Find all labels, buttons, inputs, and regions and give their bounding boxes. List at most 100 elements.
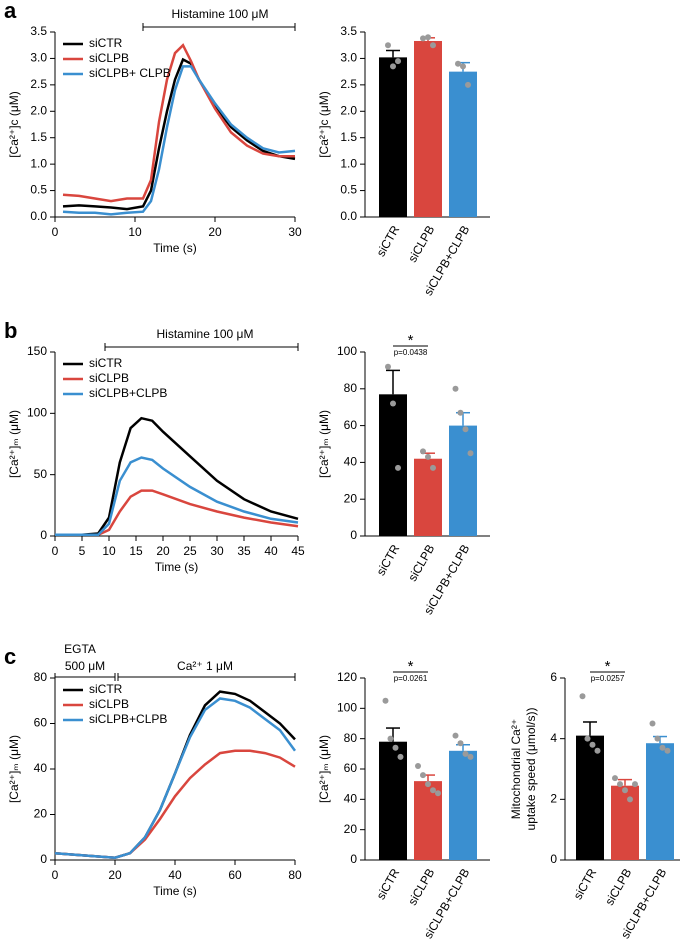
p-value: p=0.0261 bbox=[394, 674, 428, 683]
data-point bbox=[430, 464, 436, 471]
y-tick-label: 150 bbox=[27, 344, 47, 358]
x-tick-label: 45 bbox=[291, 544, 305, 558]
data-point bbox=[385, 363, 391, 370]
bar bbox=[379, 394, 407, 536]
data-point bbox=[579, 693, 586, 700]
data-point bbox=[435, 790, 441, 797]
bar bbox=[379, 57, 407, 217]
data-point bbox=[589, 741, 596, 748]
y-tick-label: 0.0 bbox=[30, 209, 47, 223]
bar bbox=[611, 785, 639, 860]
bar bbox=[449, 750, 477, 860]
x-tick-label: 20 bbox=[108, 868, 122, 882]
panel-label: c bbox=[4, 644, 16, 669]
line-series bbox=[54, 749, 296, 859]
y-tick-label: 1.0 bbox=[30, 156, 47, 170]
legend-label: siCLPB bbox=[89, 697, 129, 711]
data-point bbox=[395, 58, 401, 65]
y-axis-label: [Ca²⁺]c (μM) bbox=[317, 91, 331, 158]
data-point bbox=[462, 426, 469, 433]
x-tick-label: 35 bbox=[237, 544, 251, 558]
data-point bbox=[420, 772, 426, 779]
annotation: Ca²⁺ 1 μM bbox=[177, 659, 233, 673]
data-point bbox=[430, 787, 436, 794]
significance-star: * bbox=[408, 332, 414, 349]
data-point bbox=[584, 735, 591, 742]
y-tick-label: 1.5 bbox=[30, 130, 47, 144]
data-point bbox=[452, 385, 459, 392]
data-point bbox=[430, 42, 436, 49]
legend-label: siCLPB bbox=[89, 371, 129, 385]
data-point bbox=[415, 762, 421, 769]
x-tick-label: 30 bbox=[288, 225, 302, 239]
data-point bbox=[455, 60, 461, 67]
bar bbox=[414, 458, 442, 536]
y-tick-label: 0 bbox=[350, 852, 357, 866]
panel-label: b bbox=[4, 318, 17, 343]
y-tick-label: 0.5 bbox=[340, 183, 357, 197]
legend-label: siCLPB+CLPB bbox=[89, 712, 167, 726]
legend-label: siCTR bbox=[89, 36, 123, 50]
x-axis-label: Time (s) bbox=[155, 560, 199, 574]
x-axis-label: Time (s) bbox=[153, 884, 197, 898]
x-tick-label: 40 bbox=[264, 544, 278, 558]
legend-label: siCTR bbox=[89, 682, 123, 696]
x-tick-label: 80 bbox=[288, 868, 302, 882]
y-tick-label: 2.0 bbox=[30, 103, 47, 117]
data-point bbox=[425, 781, 431, 788]
x-tick-label: 20 bbox=[208, 225, 222, 239]
data-point bbox=[420, 35, 426, 42]
data-point bbox=[457, 740, 464, 747]
data-point bbox=[460, 63, 466, 70]
y-tick-label: 3.5 bbox=[30, 24, 47, 38]
panel-label: a bbox=[4, 0, 17, 23]
y-tick-label: 80 bbox=[344, 381, 358, 395]
y-axis-label: [Ca²⁺]ₘ (μM) bbox=[317, 735, 331, 803]
y-tick-label: 3.0 bbox=[340, 51, 357, 65]
data-point bbox=[627, 796, 633, 803]
y-tick-label: 50 bbox=[34, 467, 48, 481]
legend-label: siCLPB bbox=[89, 51, 129, 65]
y-tick-label: 40 bbox=[34, 761, 48, 775]
x-tick-label: 30 bbox=[210, 544, 224, 558]
y-tick-label: 80 bbox=[344, 731, 358, 745]
y-tick-label: 120 bbox=[337, 670, 357, 684]
x-tick-label: 0 bbox=[52, 225, 59, 239]
y-axis-label: [Ca²⁺]ₘ (μM) bbox=[7, 735, 21, 803]
x-tick-label: 60 bbox=[228, 868, 242, 882]
x-tick-label: 5 bbox=[79, 544, 86, 558]
data-point bbox=[385, 42, 391, 49]
p-value: p=0.0257 bbox=[591, 674, 625, 683]
legend-label: siCLPB+CLPB bbox=[89, 386, 167, 400]
bar bbox=[379, 741, 407, 860]
x-tick-label: siCTR bbox=[374, 542, 403, 578]
y-tick-label: 0 bbox=[350, 528, 357, 542]
data-point bbox=[397, 753, 404, 760]
line-series bbox=[54, 697, 297, 859]
x-tick-label: 0 bbox=[52, 868, 59, 882]
x-tick-label: siCLPB bbox=[405, 542, 437, 584]
annotation: EGTA bbox=[64, 642, 96, 656]
x-axis-label: Time (s) bbox=[153, 241, 197, 255]
data-point bbox=[649, 720, 656, 727]
line-series bbox=[55, 489, 299, 537]
y-axis-label: [Ca²⁺]ₘ (μM) bbox=[317, 410, 331, 478]
data-point bbox=[382, 697, 389, 704]
x-tick-label: siCLPB bbox=[405, 223, 437, 265]
data-point bbox=[452, 732, 459, 739]
x-tick-label: 15 bbox=[129, 544, 143, 558]
y-axis-label: [Ca²⁺]c (μM) bbox=[7, 91, 21, 158]
data-point bbox=[612, 775, 618, 782]
x-tick-label: siCLPB bbox=[602, 866, 634, 908]
x-tick-label: siCTR bbox=[374, 223, 403, 259]
y-tick-label: 0 bbox=[40, 852, 47, 866]
data-point bbox=[467, 450, 474, 457]
data-point bbox=[425, 34, 431, 41]
y-tick-label: 60 bbox=[344, 761, 358, 775]
y-tick-label: 2.5 bbox=[30, 77, 47, 91]
y-tick-label: 20 bbox=[344, 822, 358, 836]
line-series bbox=[62, 57, 296, 211]
y-tick-label: 1.0 bbox=[340, 156, 357, 170]
annotation: 500 μM bbox=[65, 659, 105, 673]
